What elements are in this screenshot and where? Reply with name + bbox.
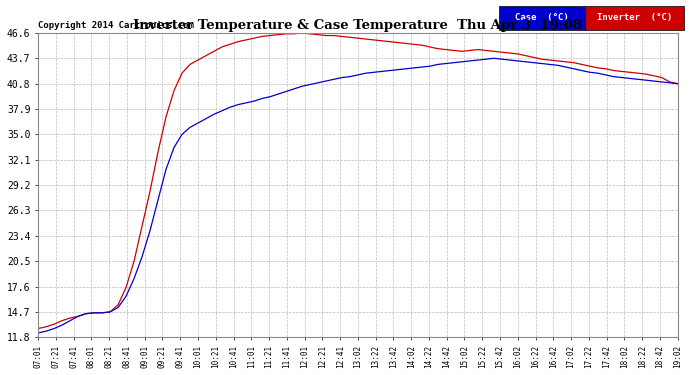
Text: Copyright 2014 Cartronics.com: Copyright 2014 Cartronics.com [38,21,194,30]
Title: Inverter Temperature & Case Temperature  Thu Apr 3  19:08: Inverter Temperature & Case Temperature … [133,19,582,32]
FancyBboxPatch shape [585,6,684,30]
Text: Case  (°C): Case (°C) [515,13,569,22]
FancyBboxPatch shape [499,6,585,30]
Text: Inverter  (°C): Inverter (°C) [597,13,672,22]
